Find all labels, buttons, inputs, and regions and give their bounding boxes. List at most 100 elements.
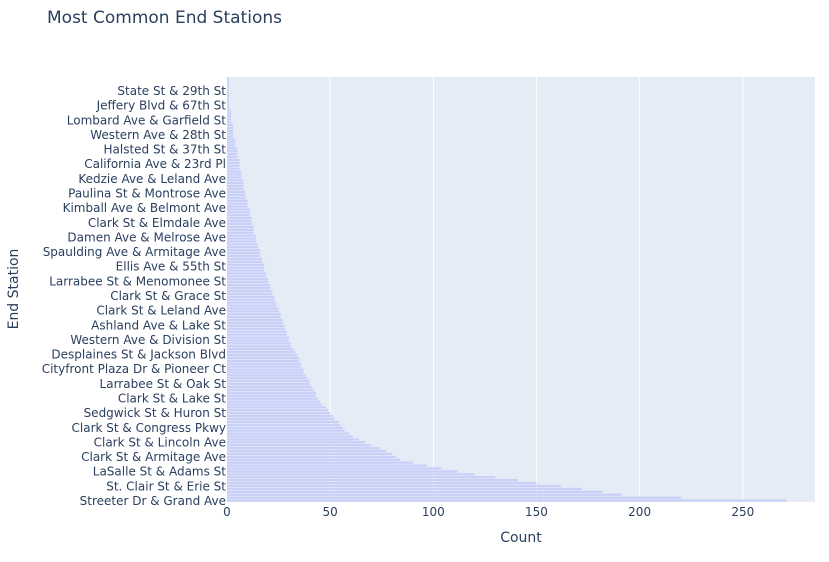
bar (227, 385, 312, 389)
bar (227, 406, 327, 409)
bars (227, 77, 787, 502)
bar (227, 371, 304, 374)
bar (227, 231, 254, 234)
bar (227, 391, 316, 394)
bar (227, 147, 238, 150)
y-tick-label: Clark St & Armitage Ave (81, 450, 226, 464)
bar (227, 269, 265, 272)
bar (227, 86, 230, 89)
bar (227, 377, 308, 380)
bar (227, 190, 246, 194)
y-tick-label: California Ave & 23rd Pl (84, 157, 226, 171)
y-tick-label: St. Clair St & Erie St (106, 479, 226, 493)
bar (227, 496, 681, 499)
bar (227, 324, 285, 327)
bar (227, 487, 582, 491)
bar (227, 339, 289, 342)
bar (227, 461, 413, 464)
bar (227, 380, 310, 383)
bar (227, 345, 291, 348)
bar (227, 429, 345, 432)
x-tick-label: 200 (628, 505, 651, 519)
x-axis-title: Count (500, 530, 542, 546)
bar (227, 211, 250, 214)
bar (227, 208, 250, 211)
y-tick-label: Cityfront Plaza Dr & Pioneer Ct (42, 362, 227, 376)
bar (227, 202, 248, 205)
bar (227, 219, 252, 223)
bar (227, 342, 291, 345)
y-tick-label: Ashland Ave & Lake St (91, 318, 226, 332)
bar (227, 441, 366, 444)
bar (227, 257, 263, 261)
bar (227, 123, 234, 127)
bar (227, 106, 230, 109)
bar (227, 400, 320, 403)
bar (227, 417, 335, 421)
x-tick-label: 0 (223, 505, 231, 519)
bar (227, 479, 518, 482)
y-tick-label: Kimball Ave & Belmont Ave (63, 201, 226, 215)
bar (227, 234, 256, 237)
bar (227, 484, 562, 488)
x-tick-label: 50 (323, 505, 338, 519)
bar (227, 158, 240, 162)
bar (227, 374, 306, 377)
bar (227, 362, 302, 365)
bar (227, 144, 236, 147)
bar (227, 281, 269, 284)
bar (227, 222, 252, 226)
bar (227, 126, 234, 130)
bar (227, 272, 267, 275)
bar (227, 292, 273, 295)
bar (227, 394, 316, 397)
bar (227, 368, 304, 371)
bar (227, 141, 236, 144)
bar (227, 298, 275, 301)
bar (227, 161, 240, 164)
bar (227, 383, 310, 386)
bar (227, 304, 277, 307)
bar (227, 481, 537, 485)
bar (227, 94, 230, 98)
bar (227, 164, 240, 167)
bar (227, 336, 289, 339)
bar (227, 321, 283, 325)
bar (227, 275, 267, 278)
y-axis-title: End Station (6, 249, 22, 330)
y-tick-label: Sedgwick St & Huron St (84, 406, 227, 420)
bar (227, 350, 296, 354)
bar (227, 135, 234, 138)
y-tick-label: Damen Ave & Melrose Ave (67, 230, 226, 244)
x-tick-labels: 0 50 100 150 200 250 (223, 505, 754, 519)
bar (227, 403, 322, 406)
bar (227, 464, 428, 467)
y-tick-label: Clark St & Congress Pkwy (72, 421, 227, 435)
bar (227, 330, 287, 333)
bar (227, 310, 279, 313)
bar (227, 252, 261, 255)
bar (227, 420, 339, 424)
y-tick-label: Larrabee St & Oak St (100, 377, 227, 391)
bar (227, 327, 285, 330)
x-tick-label: 150 (525, 505, 548, 519)
bar (227, 452, 393, 456)
bar (227, 83, 230, 86)
bar (227, 286, 271, 290)
bar (227, 467, 442, 470)
bar (227, 307, 279, 310)
y-tick-label: LaSalle St & Adams St (93, 465, 227, 479)
bar (227, 313, 281, 316)
bar (227, 423, 341, 426)
bar (227, 225, 254, 229)
bar (227, 412, 331, 415)
y-tick-label: Larrabee St & Menomonee St (49, 274, 226, 288)
y-tick-label: Desplaines St & Jackson Blvd (51, 348, 226, 362)
y-tick-label: Clark St & Lincoln Ave (94, 435, 226, 449)
y-tick-label: Kedzie Ave & Leland Ave (78, 172, 226, 186)
bar (227, 278, 269, 281)
bar (227, 88, 230, 92)
bar (227, 458, 401, 461)
y-tick-label: Jeffery Blvd & 67th St (96, 99, 227, 113)
